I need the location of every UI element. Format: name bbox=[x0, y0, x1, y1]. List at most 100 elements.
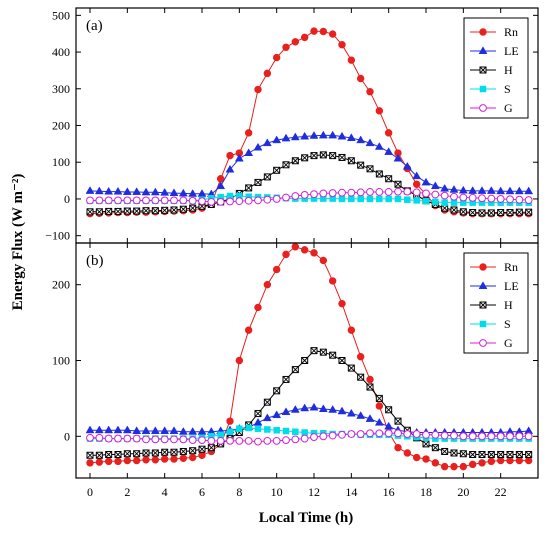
data-point bbox=[198, 197, 206, 206]
legend-label: LE bbox=[504, 44, 519, 58]
data-point bbox=[300, 246, 309, 254]
data-point bbox=[254, 425, 262, 432]
data-point bbox=[114, 434, 122, 443]
data-point bbox=[328, 431, 337, 440]
x-tick-label: 12 bbox=[308, 485, 320, 499]
data-point bbox=[468, 460, 477, 469]
legend-marker bbox=[478, 46, 488, 54]
data-point bbox=[300, 33, 309, 42]
data-point bbox=[357, 195, 364, 203]
data-point bbox=[245, 184, 253, 192]
data-point bbox=[450, 206, 458, 214]
data-point bbox=[179, 447, 187, 455]
data-point bbox=[524, 432, 533, 441]
data-point bbox=[291, 243, 300, 251]
data-point bbox=[244, 148, 254, 157]
data-point bbox=[151, 435, 160, 444]
data-point bbox=[272, 53, 281, 62]
data-point bbox=[207, 436, 216, 445]
data-point bbox=[272, 410, 282, 419]
data-point bbox=[151, 456, 160, 464]
data-point bbox=[394, 187, 402, 196]
data-point bbox=[338, 430, 346, 439]
data-point bbox=[477, 186, 487, 194]
data-point bbox=[244, 196, 253, 205]
data-point bbox=[496, 456, 505, 465]
data-point bbox=[122, 425, 132, 434]
data-point bbox=[169, 188, 179, 197]
data-point bbox=[441, 204, 449, 212]
data-point bbox=[478, 451, 486, 458]
data-point bbox=[188, 453, 197, 462]
data-point bbox=[347, 188, 356, 197]
data-point bbox=[478, 432, 486, 441]
data-point bbox=[114, 207, 122, 215]
y-tick-label: −100 bbox=[45, 229, 70, 243]
data-point bbox=[226, 436, 234, 445]
data-point bbox=[318, 130, 328, 139]
data-point bbox=[291, 366, 299, 374]
data-point bbox=[94, 425, 104, 434]
data-point bbox=[338, 41, 346, 49]
data-point bbox=[105, 451, 113, 458]
legend-label: H bbox=[504, 63, 513, 77]
y-tick-label: 200 bbox=[52, 119, 70, 133]
x-tick-label: 0 bbox=[87, 485, 93, 499]
data-point bbox=[394, 417, 402, 425]
data-point bbox=[346, 133, 356, 141]
legend-marker bbox=[479, 28, 487, 36]
data-point bbox=[319, 27, 328, 36]
data-point bbox=[525, 451, 533, 458]
data-point bbox=[86, 433, 94, 442]
data-point bbox=[365, 414, 375, 422]
data-point bbox=[263, 398, 271, 406]
data-point bbox=[366, 188, 374, 196]
data-point bbox=[216, 197, 225, 206]
data-point bbox=[487, 432, 496, 441]
x-tick-label: 6 bbox=[199, 485, 205, 499]
data-point bbox=[301, 154, 309, 162]
data-point bbox=[132, 196, 141, 205]
data-point bbox=[188, 436, 197, 444]
data-point bbox=[356, 353, 365, 361]
data-point bbox=[104, 425, 114, 434]
data-point bbox=[188, 427, 198, 435]
data-point bbox=[179, 205, 187, 213]
data-point bbox=[114, 457, 122, 466]
data-point bbox=[142, 207, 150, 215]
data-point bbox=[515, 208, 523, 216]
data-point bbox=[282, 250, 290, 259]
data-point bbox=[178, 188, 188, 197]
data-point bbox=[272, 195, 281, 203]
data-point bbox=[319, 432, 328, 441]
x-tick-label: 20 bbox=[457, 485, 469, 499]
data-point bbox=[132, 187, 142, 195]
data-point bbox=[282, 375, 290, 383]
data-point bbox=[347, 364, 355, 372]
data-point bbox=[301, 429, 308, 436]
data-point bbox=[281, 133, 291, 142]
data-point bbox=[113, 186, 123, 195]
data-point bbox=[254, 178, 262, 186]
data-point bbox=[160, 187, 170, 196]
data-point bbox=[273, 426, 280, 434]
data-point bbox=[142, 449, 150, 457]
data-point bbox=[141, 426, 151, 434]
data-point bbox=[430, 181, 440, 190]
data-point bbox=[234, 153, 244, 162]
data-point bbox=[328, 130, 338, 139]
data-point bbox=[384, 129, 393, 137]
data-point bbox=[328, 189, 337, 197]
data-point bbox=[309, 402, 319, 411]
data-point bbox=[459, 462, 468, 471]
data-point bbox=[236, 425, 243, 432]
legend-marker bbox=[479, 339, 487, 347]
data-point bbox=[375, 170, 383, 178]
data-point bbox=[385, 195, 392, 203]
series-h bbox=[86, 151, 533, 217]
legend-label: S bbox=[504, 82, 511, 96]
data-point bbox=[318, 404, 328, 412]
data-point bbox=[123, 456, 132, 465]
data-point bbox=[422, 189, 430, 198]
